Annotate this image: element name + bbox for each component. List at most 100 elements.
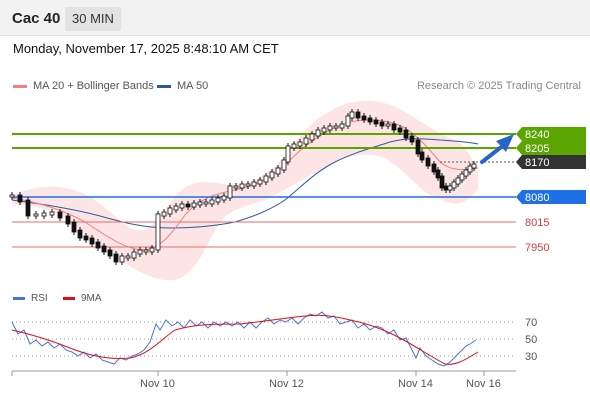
candle-body (349, 111, 355, 119)
candle-body (149, 247, 155, 253)
candle-body (471, 163, 477, 169)
candle-body (439, 175, 445, 189)
ma20-label: MA 20 + Bollinger Bands (33, 80, 154, 92)
resistance-1-value: 8205 (525, 143, 549, 155)
forecast-arrow (480, 146, 502, 164)
level-label-pivot: 8080 (516, 190, 586, 204)
candle-body (179, 203, 185, 209)
candle-body (137, 249, 143, 255)
candle-body (25, 199, 31, 217)
candle-body (373, 119, 379, 125)
x-tick-nov14: Nov 14 (398, 378, 433, 390)
candle-body (339, 123, 345, 129)
candle-body (409, 135, 415, 143)
rsi-line (11, 311, 477, 367)
candle-body (203, 201, 209, 205)
candle-body (315, 129, 321, 137)
candle-body (443, 185, 449, 191)
candle-body (221, 195, 227, 201)
support-1-value: 8015 (525, 217, 549, 229)
level-label-resistance-1: 8205 (516, 141, 586, 155)
candle-body (107, 249, 113, 257)
candle-body (297, 141, 303, 147)
candle-body (9, 194, 15, 198)
candle-body (463, 169, 469, 177)
candle-body (285, 145, 291, 163)
symbol-title: Cac 40 (12, 10, 61, 27)
candle-body (113, 253, 119, 263)
candle-body (197, 201, 203, 206)
candle-body (143, 249, 149, 253)
pivot-value: 8080 (525, 192, 549, 204)
candle-body (239, 183, 245, 189)
ma50-label: MA 50 (177, 80, 209, 92)
candle-body (155, 213, 161, 251)
rsi-tick-50: 50 (525, 334, 537, 346)
candle-body (385, 123, 391, 127)
candle-body (95, 241, 101, 249)
candle-body (333, 125, 339, 129)
legend-9ma: 9MA (63, 293, 102, 304)
candle-body (355, 111, 361, 119)
last-price-value: 8170 (525, 157, 549, 169)
candle-body (281, 159, 287, 171)
level-label-last: 8170 (516, 155, 586, 169)
candle-body (467, 165, 473, 173)
candle-body (77, 229, 83, 239)
candle-body (49, 211, 55, 216)
candle-body (269, 171, 275, 179)
candle-body (309, 133, 315, 141)
candle-body (391, 123, 397, 131)
bollinger-band (12, 100, 478, 281)
candle-body (303, 137, 309, 145)
candle-body (257, 179, 263, 185)
candle-body (447, 185, 453, 191)
candle-body (459, 173, 465, 181)
candle-body (215, 197, 221, 203)
x-tick-nov12: Nov 12 (269, 378, 304, 390)
candle-body (41, 212, 47, 217)
candle-body (345, 115, 351, 127)
candle-body (233, 185, 239, 189)
candle-body (101, 245, 107, 253)
candle-body (131, 251, 137, 259)
candle-body (379, 121, 385, 127)
candle-body (397, 127, 403, 133)
candle-body (431, 163, 437, 173)
candle-body (455, 177, 461, 185)
candle-body (321, 127, 327, 133)
candle-body (57, 211, 63, 219)
candle-body (83, 235, 89, 241)
legend-ma50: MA 50 (157, 80, 208, 92)
candle-body (419, 151, 425, 161)
ma9-label: 9MA (81, 293, 102, 304)
credit-text: Research © 2025 Trading Central (416, 80, 581, 92)
candle-body (263, 175, 269, 183)
candle-body (65, 215, 71, 225)
candle-body (71, 221, 77, 233)
candle-body (161, 211, 167, 217)
ma9-rsi-line (11, 314, 479, 365)
timestamp: Monday, November 17, 2025 8:48:10 AM CET (13, 41, 279, 56)
ma50-swatch (157, 84, 171, 88)
rsi-label: RSI (31, 293, 48, 304)
candle-body (209, 199, 215, 205)
candle-body (361, 115, 367, 121)
rsi-tick-70: 70 (525, 317, 537, 329)
support-2-value: 7950 (525, 242, 549, 254)
chart-header: Cac 40 30 MIN (0, 0, 590, 36)
x-tick-nov16: Nov 16 (466, 378, 501, 390)
legend-ma20: MA 20 + Bollinger Bands (13, 80, 154, 92)
candle-body (451, 181, 457, 189)
candle-body (291, 143, 297, 149)
candle-body (367, 117, 373, 123)
level-label-resistance-2: 8240 (516, 127, 586, 141)
resistance-2-value: 8240 (525, 129, 549, 141)
candle-body (425, 157, 431, 167)
x-tick-nov10: Nov 10 (140, 378, 175, 390)
interval-badge[interactable]: 30 MIN (65, 7, 121, 31)
candle-body (167, 207, 173, 215)
candle-body (403, 129, 409, 139)
candlesticks (9, 109, 477, 265)
